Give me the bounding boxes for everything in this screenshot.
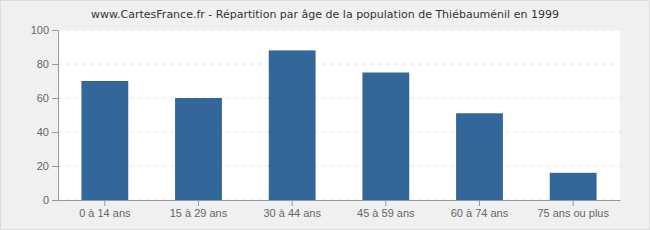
x-tick-label: 15 à 29 ans xyxy=(170,207,228,219)
y-tick-label: 40 xyxy=(37,126,49,138)
y-tick-label: 20 xyxy=(37,160,49,172)
y-tick: 0 xyxy=(43,194,58,206)
y-tick: 60 xyxy=(37,92,58,104)
y-tick-mark xyxy=(52,132,58,133)
y-tick-mark xyxy=(52,98,58,99)
y-tick-label: 80 xyxy=(37,58,49,70)
bars xyxy=(81,50,596,200)
bar xyxy=(269,50,316,200)
y-tick: 100 xyxy=(31,24,58,36)
grid-line xyxy=(58,166,620,167)
x-tick-mark xyxy=(104,200,105,206)
x-tick-label: 30 à 44 ans xyxy=(263,207,321,219)
y-tick-label: 60 xyxy=(37,92,49,104)
x-tick-label: 60 à 74 ans xyxy=(451,207,509,219)
y-axis: 0 20 40 60 80 100 xyxy=(31,24,59,206)
x-tick-mark xyxy=(198,200,199,206)
grid-line xyxy=(58,30,620,31)
grid-line xyxy=(58,132,620,133)
y-tick-mark xyxy=(52,166,58,167)
bar xyxy=(362,73,409,201)
bar xyxy=(175,98,222,200)
x-tick: 45 à 59 ans xyxy=(357,200,415,219)
grid-line xyxy=(58,98,620,99)
y-tick-label: 0 xyxy=(43,194,49,206)
chart: 0 20 40 60 80 100 0 à 14 ans 15 à 29 ans 30 à 44… xyxy=(0,0,650,230)
bar xyxy=(456,113,503,200)
x-tick: 75 ans ou plus xyxy=(537,200,609,219)
x-tick: 60 à 74 ans xyxy=(451,200,509,219)
x-tick-mark xyxy=(479,200,480,206)
y-axis-line xyxy=(58,31,59,201)
y-tick: 20 xyxy=(37,160,58,172)
y-tick-mark xyxy=(52,30,58,31)
x-tick-mark xyxy=(385,200,386,206)
x-tick: 0 à 14 ans xyxy=(79,200,131,219)
x-tick-mark xyxy=(292,200,293,206)
bar xyxy=(550,173,597,200)
y-tick: 80 xyxy=(37,58,58,70)
y-tick-mark xyxy=(52,64,58,65)
y-tick: 40 xyxy=(37,126,58,138)
x-tick-label: 45 à 59 ans xyxy=(357,207,415,219)
x-tick-mark xyxy=(573,200,574,206)
y-tick-mark xyxy=(52,200,58,201)
grid xyxy=(58,30,620,200)
x-tick-label: 75 ans ou plus xyxy=(537,207,609,219)
grid-line xyxy=(58,64,620,65)
x-axis-line xyxy=(59,200,621,201)
x-tick: 30 à 44 ans xyxy=(263,200,321,219)
x-axis: 0 à 14 ans 15 à 29 ans 30 à 44 ans 45 à 59 … xyxy=(59,200,621,219)
y-tick-label: 100 xyxy=(31,24,49,36)
title: www.CartesFrance.fr - Répartition par âg… xyxy=(91,8,559,21)
background xyxy=(1,1,650,230)
x-tick-label: 0 à 14 ans xyxy=(79,207,131,219)
plot-area xyxy=(58,30,620,200)
grid-line xyxy=(58,200,620,201)
bar xyxy=(81,81,128,200)
x-tick: 15 à 29 ans xyxy=(170,200,228,219)
